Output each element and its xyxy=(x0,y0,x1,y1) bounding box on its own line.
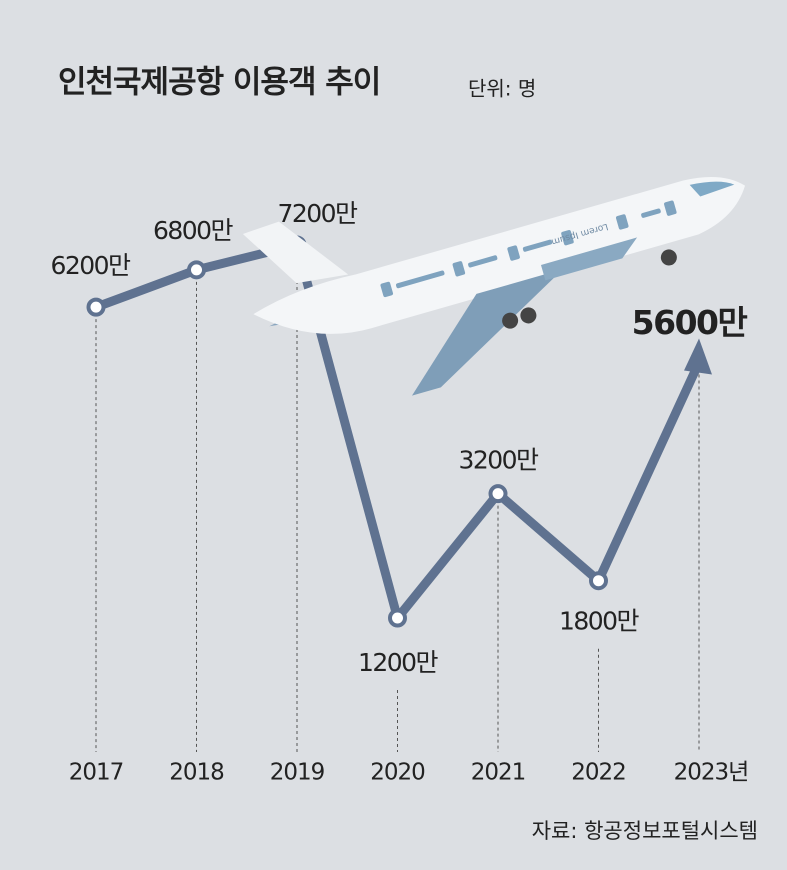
chart-title: 인천국제공항 이용객 추이 xyxy=(58,65,380,101)
wheel xyxy=(520,307,537,324)
source: 자료: 항공정보포털시스템 xyxy=(532,819,758,843)
arrow-head xyxy=(684,338,712,375)
data-label: 7200만 xyxy=(277,199,358,228)
data-label: 3200만 xyxy=(458,446,539,475)
cockpit-window xyxy=(689,181,735,197)
point xyxy=(388,608,407,628)
data-label: 1800만 xyxy=(559,607,640,636)
plot: 2017 2018 2019 2020 2021 2022 2023년 6200만 6800만 7… xyxy=(50,199,749,786)
engine xyxy=(540,237,638,281)
airplane: Lorem Ipsum xyxy=(242,177,746,396)
data-label: 1200만 xyxy=(358,648,439,677)
x-tick-label: 2020 xyxy=(370,760,425,786)
wheel xyxy=(660,249,677,266)
x-tick-label: 2021 xyxy=(471,760,526,786)
data-label: 5600만 xyxy=(632,303,748,342)
windows xyxy=(380,200,677,298)
point xyxy=(187,260,206,280)
wing xyxy=(411,269,563,396)
point xyxy=(86,297,106,317)
x-tick-label: 2019 xyxy=(270,760,325,786)
data-label: 6800만 xyxy=(153,216,234,245)
x-tick-label: 2017 xyxy=(69,760,124,786)
wheel xyxy=(502,312,519,329)
x-tick-label: 2018 xyxy=(169,760,224,786)
point xyxy=(488,484,508,504)
unit-label: 단위: 명 xyxy=(468,77,536,101)
data-label: 6200만 xyxy=(50,251,131,280)
point xyxy=(589,571,608,591)
x-tick-label: 2022 xyxy=(571,760,626,786)
tail-fin xyxy=(242,221,349,284)
x-tick-label: 2023년 xyxy=(674,760,749,786)
